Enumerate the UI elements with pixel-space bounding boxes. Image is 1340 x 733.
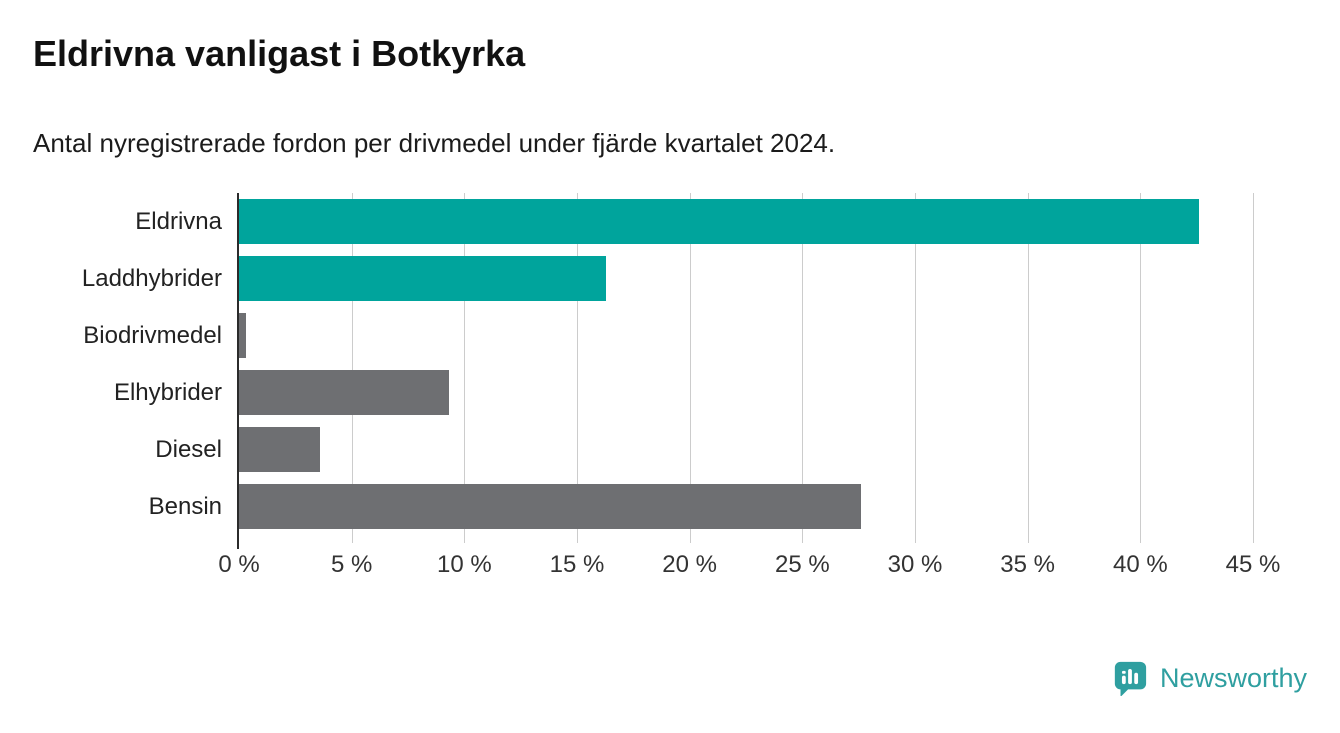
- bar-row: Eldrivna: [0, 193, 1340, 250]
- bar: [239, 427, 321, 472]
- x-tick-label: 40 %: [1112, 551, 1168, 578]
- brand-footer: Newsworthy: [1112, 660, 1307, 696]
- gridline: [464, 193, 466, 543]
- category-label: Diesel: [155, 435, 222, 463]
- bar: [239, 370, 449, 415]
- newsworthy-logo-icon: [1112, 660, 1148, 696]
- bar-chart: Eldrivna Laddhybrider Biodrivmedel Elhybrid…: [0, 193, 1340, 593]
- category-label: Eldrivna: [135, 207, 222, 235]
- gridline: [351, 193, 353, 543]
- y-axis-line: [237, 193, 239, 549]
- bar-row: Diesel: [0, 421, 1340, 478]
- gridline: [1027, 193, 1029, 543]
- newsworthy-wordmark: Newsworthy: [1159, 662, 1307, 693]
- gridline: [1253, 193, 1254, 543]
- category-label: Laddhybrider: [81, 264, 222, 292]
- bar: [239, 313, 246, 358]
- category-label: Biodrivmedel: [83, 321, 222, 349]
- bar: [239, 484, 861, 529]
- gridline: [689, 193, 691, 543]
- bar-row: Laddhybrider: [0, 250, 1340, 307]
- chart-subtitle: Antal nyregistrerade fordon per drivmede…: [33, 128, 836, 158]
- chart-title: Eldrivna vanligast i Botkyrka: [33, 33, 526, 74]
- gridline: [577, 193, 578, 543]
- bar-row: Elhybrider: [0, 364, 1340, 421]
- bar: [239, 256, 607, 301]
- category-label: Elhybrider: [113, 378, 222, 406]
- gridline: [915, 193, 916, 543]
- x-tick-label: 45 %: [1225, 551, 1281, 578]
- x-tick-label: 0 %: [218, 551, 260, 578]
- x-tick-label: 20 %: [662, 551, 718, 578]
- bar: [239, 199, 1199, 244]
- x-tick-label: 30 %: [887, 551, 943, 578]
- x-tick-label: 35 %: [1000, 551, 1056, 578]
- x-tick-label: 25 %: [774, 551, 830, 578]
- bar-row: Biodrivmedel: [0, 307, 1340, 364]
- category-label: Bensin: [148, 492, 222, 520]
- bar-row: Bensin: [0, 478, 1340, 535]
- x-tick-label: 5 %: [330, 551, 373, 578]
- gridline: [802, 193, 804, 543]
- x-tick-label: 15 %: [549, 551, 605, 578]
- x-tick-label: 10 %: [436, 551, 492, 578]
- gridline: [1140, 193, 1142, 543]
